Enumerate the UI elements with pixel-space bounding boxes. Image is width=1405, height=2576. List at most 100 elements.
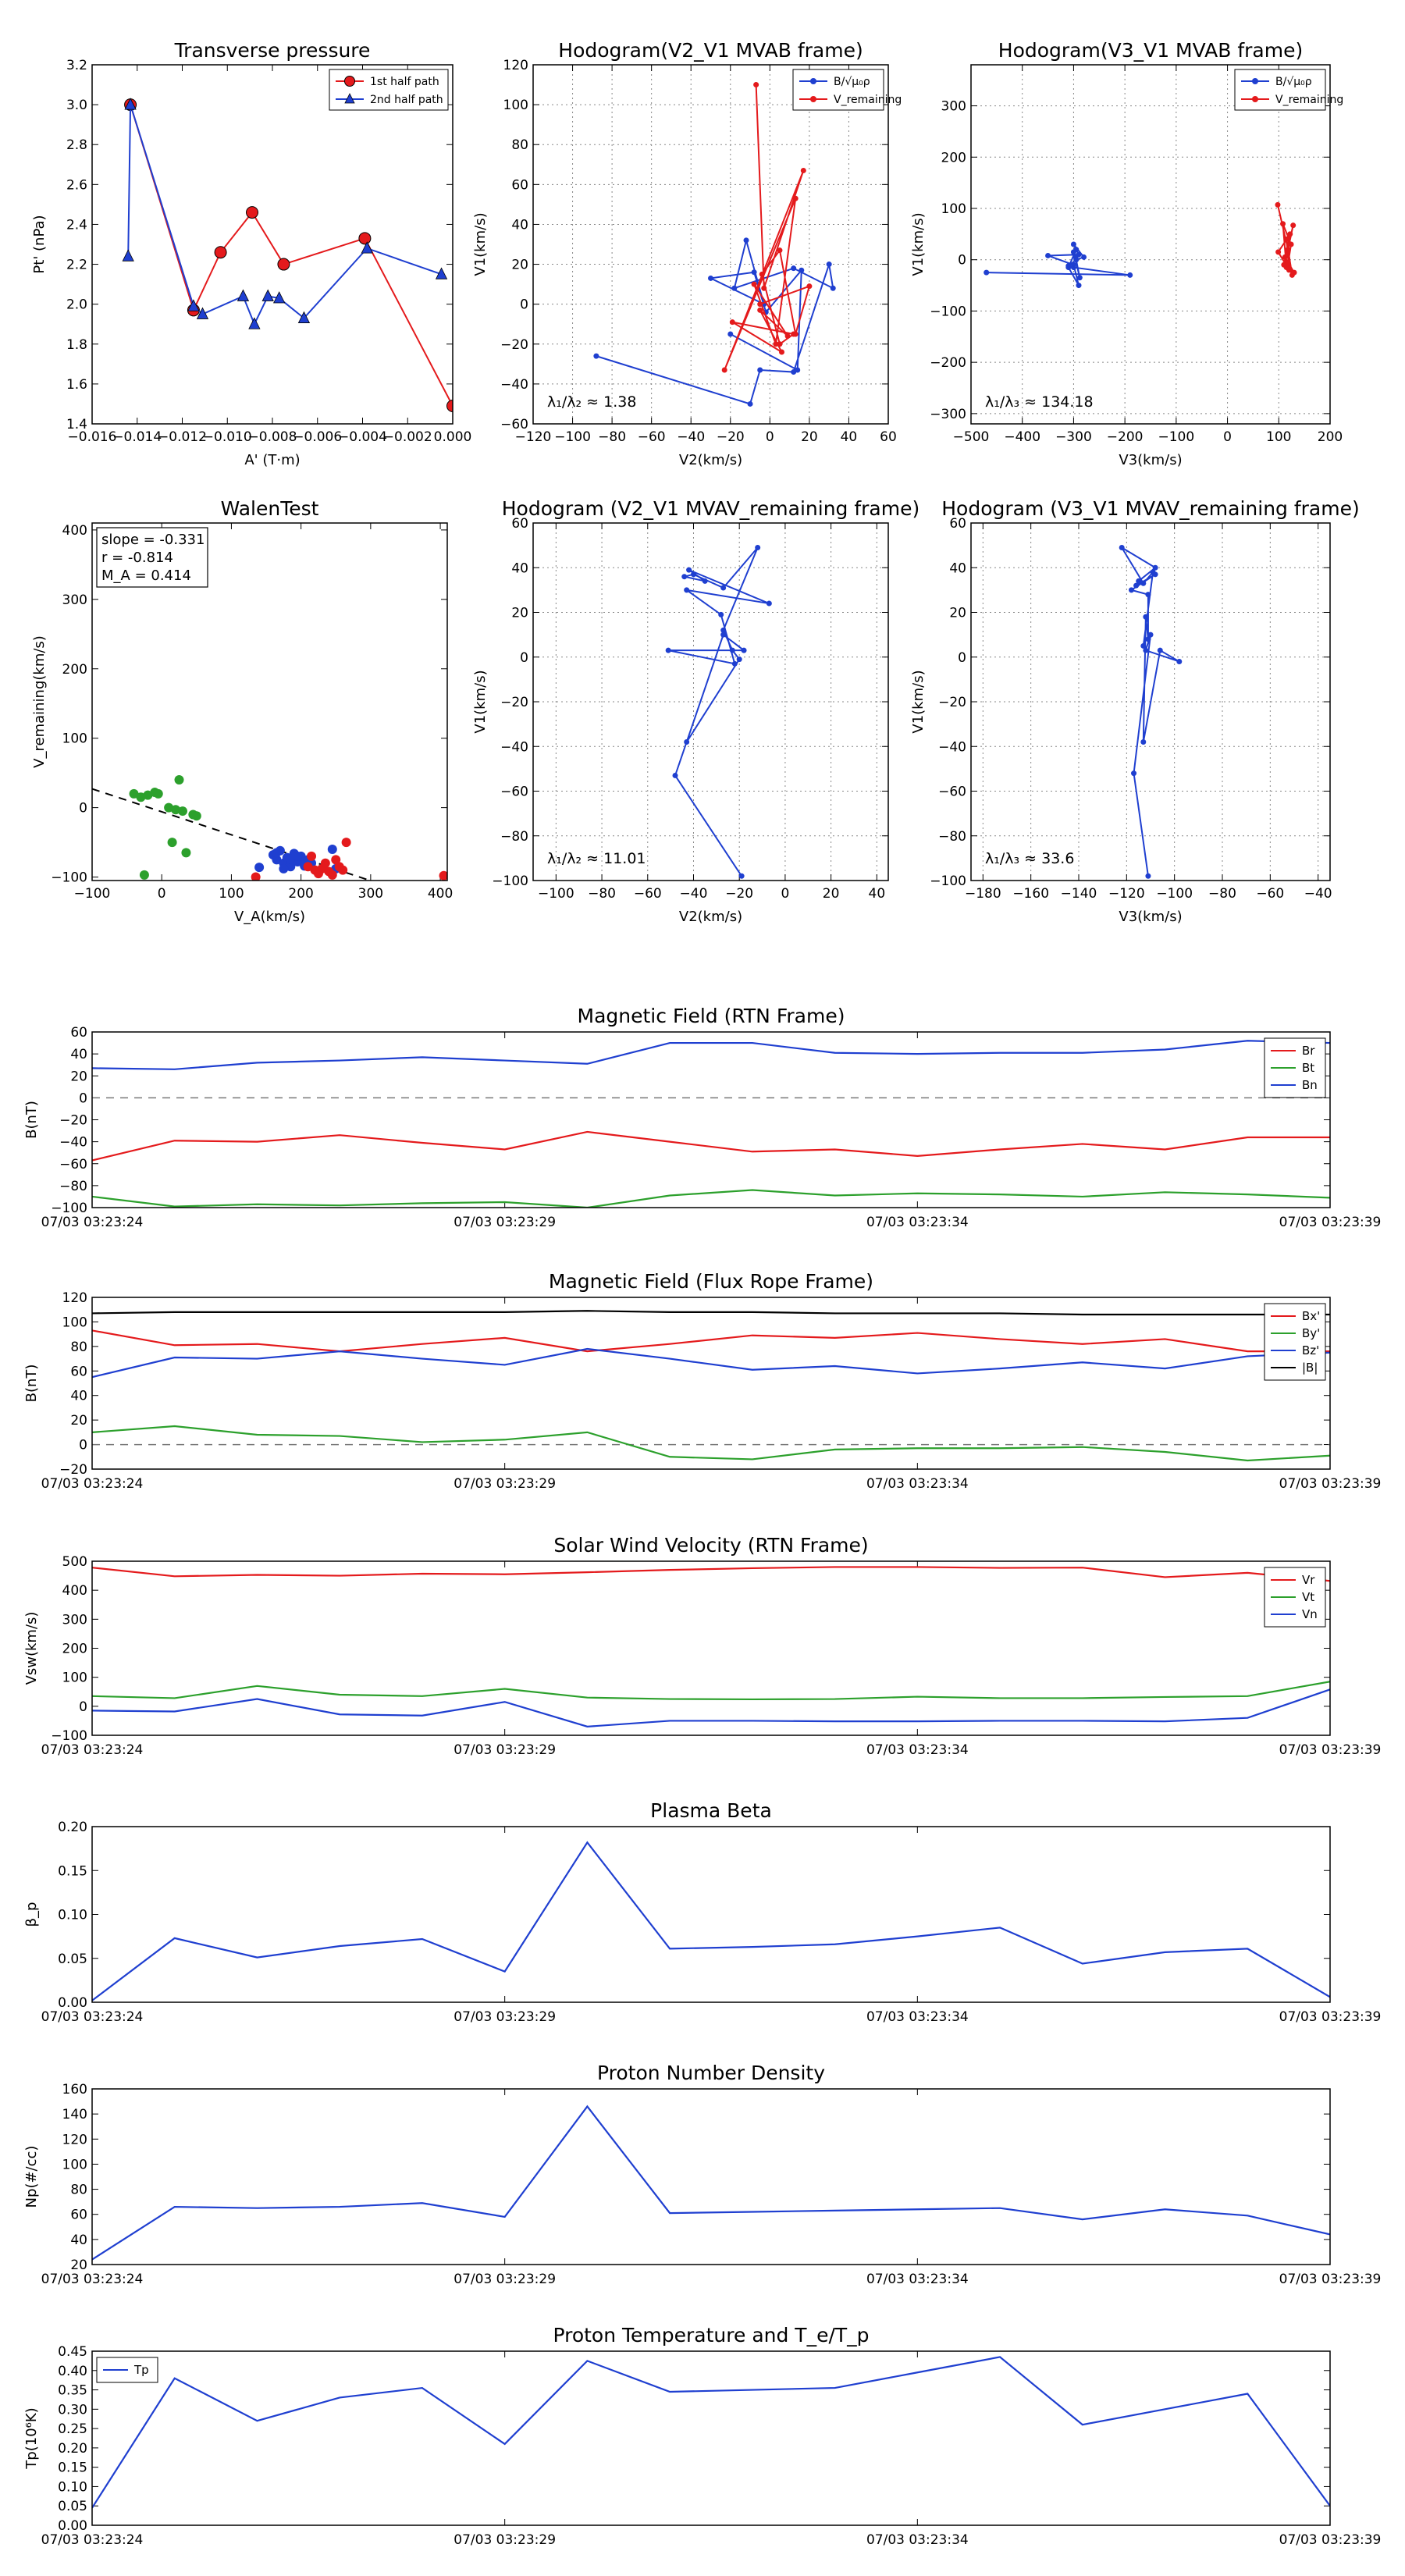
x-tick-label: 07/03 03:23:34 <box>866 1742 969 1758</box>
x-tick-label: −300 <box>1055 429 1092 445</box>
chart-title: Hodogram(V3_V1 MVAB frame) <box>998 39 1303 62</box>
y-axis-label: Np(#/cc) <box>23 2146 40 2208</box>
y-tick-label: 0 <box>79 1091 87 1106</box>
data-point <box>795 367 801 373</box>
data-point <box>1143 614 1149 620</box>
y-tick-label: 0.40 <box>58 2364 87 2379</box>
x-tick-label: 100 <box>219 886 244 902</box>
chart-hodo_v2v: −100 −80 −60 −40 −20 0 20 40 −100 −80 −60 −40 −20 0 20… <box>472 497 919 925</box>
y-tick-label: 0.30 <box>58 2402 87 2418</box>
x-tick-label: −0.008 <box>248 429 297 445</box>
series-br-line <box>92 1130 1330 1162</box>
y-axis-label: V1(km/s) <box>472 212 489 276</box>
x-tick-label: 07/03 03:23:39 <box>1279 2009 1382 2025</box>
legend-marker <box>1252 78 1258 84</box>
data-point <box>830 285 836 291</box>
x-tick-label: −400 <box>1004 429 1040 445</box>
data-point <box>338 865 348 875</box>
data-point <box>731 285 738 291</box>
data-point <box>766 600 772 607</box>
data-point <box>327 870 337 880</box>
x-axis-label: V3(km/s) <box>1119 452 1182 468</box>
chart-title: Magnetic Field (Flux Rope Frame) <box>549 1270 873 1293</box>
data-point <box>279 863 289 873</box>
x-tick-label: 07/03 03:23:39 <box>1279 1476 1382 1492</box>
y-tick-label: 0.00 <box>58 2518 87 2534</box>
x-tick-label: −200 <box>1107 429 1144 445</box>
plot-area <box>593 82 836 407</box>
chart-title: Transverse pressure <box>174 39 371 62</box>
y-tick-label: 60 <box>511 177 528 193</box>
data-point <box>784 333 791 340</box>
data-point <box>320 858 330 868</box>
y-tick-label: −60 <box>500 417 528 432</box>
data-point <box>1291 269 1297 276</box>
series-bt-line <box>92 1189 1330 1208</box>
axes-frame <box>970 64 1331 425</box>
data-point <box>1282 254 1288 260</box>
legend-marker <box>344 76 355 87</box>
x-tick-label: −100 <box>1158 429 1195 445</box>
chart-title: Hodogram (V3_V1 MVAV_remaining frame) <box>941 497 1360 520</box>
x-tick-label: −40 <box>680 886 708 902</box>
y-tick-label: 60 <box>949 516 966 532</box>
data-point <box>792 331 799 337</box>
plot-area <box>1119 544 1183 879</box>
x-tick-label: −500 <box>953 429 990 445</box>
data-point <box>738 873 745 879</box>
data-point <box>1070 262 1076 268</box>
data-point <box>757 367 763 373</box>
data-point <box>272 848 282 858</box>
data-point <box>743 237 749 244</box>
data-point <box>806 283 813 290</box>
data-point <box>214 246 227 259</box>
x-tick-label: −140 <box>1061 886 1097 902</box>
data-point <box>826 262 832 268</box>
chart-title: Hodogram (V2_V1 MVAV_remaining frame) <box>502 497 920 520</box>
x-tick-label: 07/03 03:23:24 <box>41 2532 144 2548</box>
y-axis-label: V1(km/s) <box>910 212 927 276</box>
plot-area <box>92 1841 1330 2001</box>
legend-label: Vt <box>1302 1590 1314 1604</box>
data-point <box>435 267 448 279</box>
data-point <box>1076 275 1083 281</box>
y-tick-label: 0 <box>79 801 87 817</box>
chart-beta: 0.00 0.05 0.10 0.15 0.20 07/03 03:23:24 07/03 … <box>23 1799 1381 2025</box>
data-point <box>1147 632 1154 638</box>
x-tick-label: −40 <box>677 429 705 445</box>
legend-label: 1st half path <box>370 76 439 88</box>
legend: B/√μ₀ρ V_remaining <box>792 69 902 111</box>
data-point <box>174 775 184 785</box>
data-point <box>254 863 265 873</box>
x-tick-label: −100 <box>1156 886 1193 902</box>
data-point <box>297 311 311 323</box>
lambda-annotation: λ₁/λ₃ ≈ 33.6 <box>985 850 1074 867</box>
x-tick-label: 07/03 03:23:24 <box>41 2009 144 2025</box>
data-point <box>720 632 727 638</box>
x-tick-label: 07/03 03:23:39 <box>1279 2272 1382 2287</box>
y-tick-label: −20 <box>500 337 528 353</box>
y-tick-label: −100 <box>51 1728 87 1744</box>
data-point <box>273 291 286 304</box>
x-tick-label: 40 <box>869 886 886 902</box>
data-point <box>1081 254 1087 260</box>
y-tick-label: 0 <box>79 1438 87 1453</box>
data-point <box>1145 873 1151 879</box>
data-point <box>708 275 713 281</box>
data-point <box>1288 241 1294 247</box>
y-tick-label: 3.0 <box>66 98 87 113</box>
y-tick-label: −20 <box>59 1113 87 1129</box>
y-tick-label: 0 <box>958 650 966 666</box>
data-point <box>1150 569 1156 575</box>
stats-box: slope = -0.331 r = -0.814 M_A = 0.414 <box>96 527 208 588</box>
data-point <box>736 656 742 663</box>
legend-label: Bx' <box>1302 1309 1320 1323</box>
axes-frame <box>91 1826 1331 2003</box>
chart-title: Proton Temperature and T_e/T_p <box>553 2324 869 2347</box>
plot-area <box>92 2356 1330 2509</box>
data-point <box>1275 249 1282 255</box>
series-b-line <box>1121 546 1180 877</box>
data-point <box>248 317 261 329</box>
data-point <box>757 301 763 308</box>
y-tick-label: 2.2 <box>66 258 87 273</box>
